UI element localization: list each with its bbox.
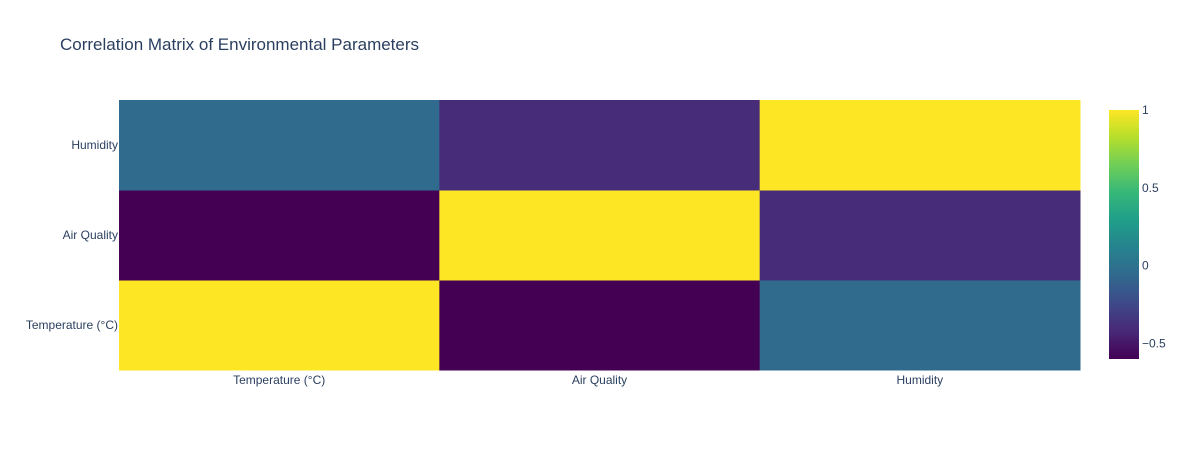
x-tick-label: Temperature (°C) bbox=[233, 373, 325, 387]
colorbar-tick-label: 0 bbox=[1142, 259, 1149, 273]
y-tick-label: Air Quality bbox=[63, 228, 118, 242]
colorbar-gradient bbox=[1109, 110, 1139, 359]
heatmap-cell-temperature-c-air-quality bbox=[439, 280, 761, 371]
colorbar: −0.5 0 0.5 1 bbox=[1109, 103, 1166, 359]
chart-title: Correlation Matrix of Environmental Para… bbox=[60, 35, 419, 54]
heatmap-cell-temperature-c-temperature-c bbox=[119, 280, 440, 371]
x-tick-label: Air Quality bbox=[572, 373, 627, 387]
heatmap-cell-humidity-temperature-c bbox=[119, 100, 440, 191]
y-tick-label: Humidity bbox=[71, 138, 118, 152]
heatmap-cells bbox=[119, 100, 1081, 371]
y-axis-ticks: Temperature (°C) Air Quality Humidity bbox=[26, 138, 118, 332]
x-axis-ticks: Temperature (°C) Air Quality Humidity bbox=[233, 373, 943, 387]
colorbar-tick-label: 0.5 bbox=[1142, 181, 1159, 195]
heatmap-cell-air-quality-temperature-c bbox=[119, 190, 440, 281]
y-tick-label: Temperature (°C) bbox=[26, 318, 118, 332]
x-tick-label: Humidity bbox=[896, 373, 943, 387]
heatmap-cell-temperature-c-humidity bbox=[759, 280, 1081, 371]
heatmap-cell-air-quality-humidity bbox=[759, 190, 1081, 281]
heatmap-cell-humidity-air-quality bbox=[439, 100, 761, 191]
heatmap-cell-humidity-humidity bbox=[759, 100, 1081, 191]
colorbar-tick-label: −0.5 bbox=[1142, 336, 1166, 350]
heatmap-cell-air-quality-air-quality bbox=[439, 190, 761, 281]
colorbar-tick-label: 1 bbox=[1142, 103, 1149, 117]
